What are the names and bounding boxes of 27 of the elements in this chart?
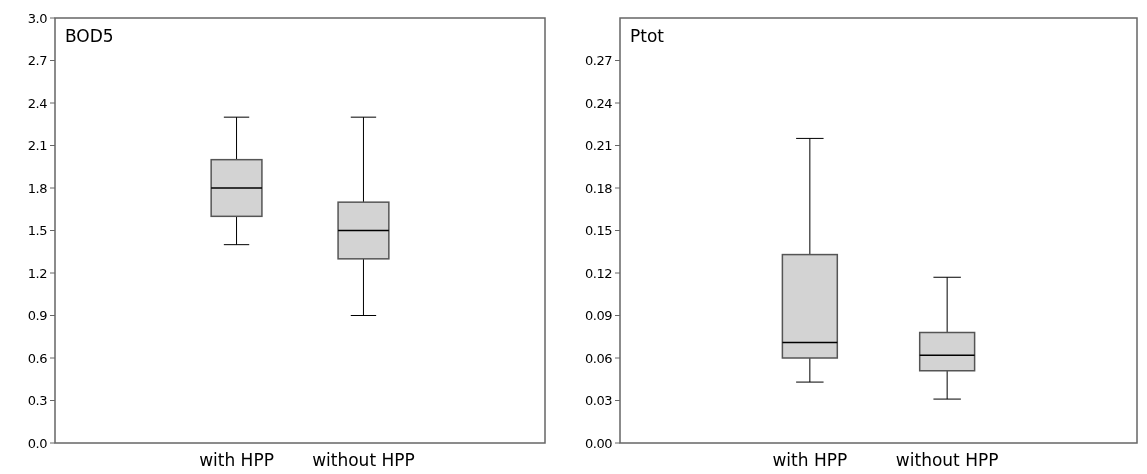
text: Ptot bbox=[630, 26, 665, 46]
x-tick-label: with HPP bbox=[772, 450, 848, 470]
y-tick-label: 0.15 bbox=[585, 223, 613, 239]
y-tick-label: 0.00 bbox=[585, 435, 613, 451]
y-tick-label: 2.7 bbox=[27, 53, 48, 69]
y-tick-label: 0.27 bbox=[585, 53, 613, 69]
y-tick-label: 0.21 bbox=[585, 138, 613, 154]
y-tick-label: 0.9 bbox=[27, 308, 48, 324]
y-tick-label: 1.8 bbox=[27, 180, 48, 196]
y-tick-label: 0.12 bbox=[585, 265, 612, 281]
y-tick-label: 0.03 bbox=[585, 393, 613, 409]
y-tick-label: 0.3 bbox=[27, 393, 48, 409]
y-tick-label: 0.24 bbox=[585, 95, 613, 111]
x-tick-label: with HPP bbox=[199, 450, 274, 470]
x-tick-label: without HPP bbox=[312, 450, 415, 470]
y-tick-label: 2.1 bbox=[27, 138, 48, 154]
y-tick-label: 0.6 bbox=[27, 350, 48, 366]
y-tick-label: 0.09 bbox=[585, 308, 613, 324]
y-tick-label: 3.0 bbox=[27, 10, 48, 26]
y-tick-label: 0.18 bbox=[585, 180, 613, 196]
y-tick-label: 2.4 bbox=[27, 95, 48, 111]
x-tick-label: without HPP bbox=[895, 450, 999, 470]
text: BOD5 bbox=[65, 26, 114, 46]
y-tick-label: 1.2 bbox=[27, 265, 47, 281]
y-tick-label: 0.06 bbox=[585, 350, 613, 366]
y-tick-label: 1.5 bbox=[27, 223, 48, 239]
y-tick-label: 0.0 bbox=[27, 435, 48, 451]
